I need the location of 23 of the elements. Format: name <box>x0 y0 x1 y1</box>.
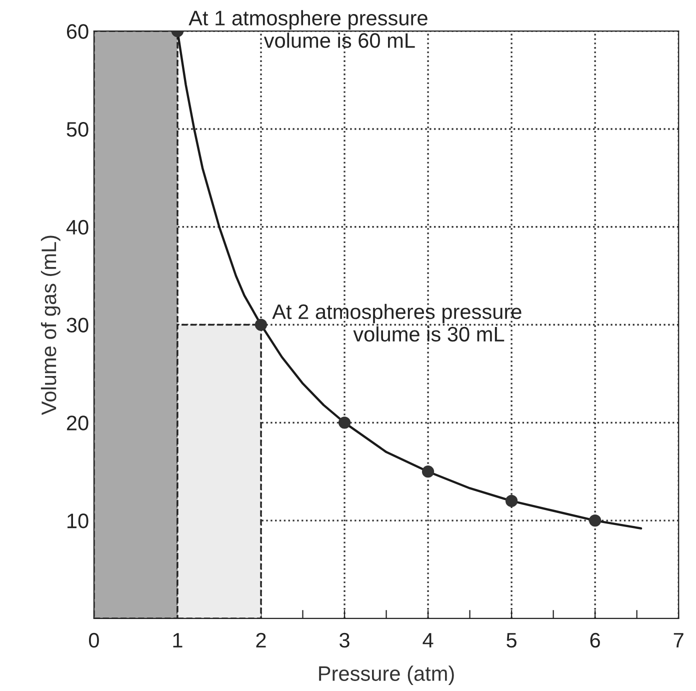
y-tick-label: 60 <box>66 24 88 39</box>
point <box>422 466 434 478</box>
annotation: At 2 atmospheres pressure volume is 30 mL <box>272 304 522 342</box>
point <box>589 514 602 527</box>
x-tick-label: 6 <box>590 632 600 648</box>
x-tick-label: 5 <box>506 633 516 648</box>
annotation: At 1 atmosphere pressure volume is 60 mL <box>188 10 428 48</box>
x-axis-title: Pressure (atm) <box>319 666 454 686</box>
x-tick-label: 1 <box>173 633 182 648</box>
y-axis-title: Volume of gas (mL) <box>40 236 60 415</box>
y-tick-label: 30 <box>66 318 88 333</box>
x-tick-label: 0 <box>88 632 99 648</box>
x-tick-label: 4 <box>422 633 434 648</box>
x-tick-label: 7 <box>674 633 684 648</box>
y-tick-label: 20 <box>66 416 88 430</box>
point <box>338 416 351 429</box>
point <box>505 494 518 508</box>
y-tick-label: 40 <box>66 220 88 235</box>
point <box>254 318 268 331</box>
x-tick-label: 2 <box>256 632 266 648</box>
y-tick-label: 10 <box>68 514 88 528</box>
x-tick-label: 3 <box>340 632 350 648</box>
y-tick-label: 50 <box>66 122 88 137</box>
